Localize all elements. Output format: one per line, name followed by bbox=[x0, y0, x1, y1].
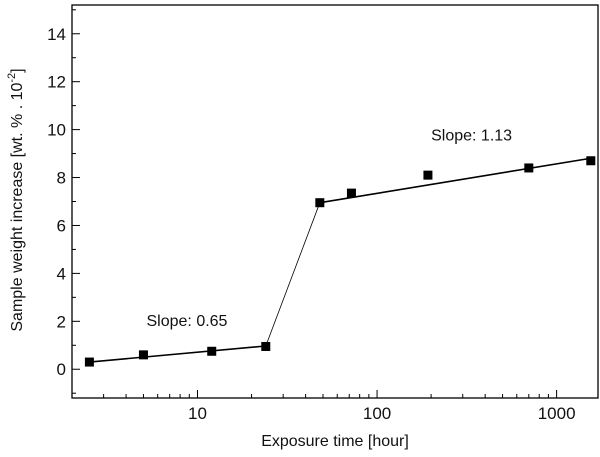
fit-line bbox=[89, 345, 266, 363]
y-axis-ticks: 0 2 4 6 8 10 12 14 bbox=[47, 9, 80, 394]
plot-frame bbox=[71, 4, 599, 399]
slope-annotation: Slope: 0.65 bbox=[147, 313, 228, 330]
y-axis-title-superscript: -2 bbox=[6, 73, 18, 83]
y-axis-title: Sample weight increase [wt. % . 10-2] bbox=[6, 68, 26, 331]
slope-annotation: Slope: 1.13 bbox=[431, 127, 512, 144]
data-point-marker bbox=[423, 170, 433, 180]
y-tick-label: 6 bbox=[57, 216, 66, 235]
data-point-marker bbox=[138, 350, 148, 360]
data-point-marker bbox=[524, 163, 534, 173]
y-tick-label: 8 bbox=[57, 169, 66, 188]
y-axis-title-main: Sample weight increase [wt. % . 10 bbox=[9, 83, 26, 332]
transition-line bbox=[265, 202, 321, 347]
y-tick-label: 4 bbox=[57, 264, 66, 283]
data-markers bbox=[84, 156, 596, 367]
y-tick-label: 10 bbox=[47, 121, 66, 140]
y-tick-label: 14 bbox=[47, 25, 66, 44]
x-tick-label: 100 bbox=[363, 404, 391, 423]
x-tick-label: 1000 bbox=[538, 404, 576, 423]
fit-lines bbox=[89, 157, 594, 363]
y-tick-label: 12 bbox=[47, 73, 66, 92]
x-tick-label: 10 bbox=[188, 404, 207, 423]
y-axis-title-close: ] bbox=[9, 68, 26, 72]
y-tick-label: 0 bbox=[57, 360, 66, 379]
x-axis-ticks: 10 100 1000 bbox=[71, 390, 576, 423]
data-point-marker bbox=[84, 357, 94, 367]
data-point-marker bbox=[207, 346, 217, 356]
annotations: Slope: 0.65 Slope: 1.13 bbox=[147, 127, 513, 330]
y-tick-label: 2 bbox=[57, 312, 66, 331]
data-point-marker bbox=[346, 188, 356, 198]
data-point-marker bbox=[261, 341, 271, 351]
fit-line bbox=[319, 157, 594, 204]
x-axis-title: Exposure time [hour] bbox=[261, 433, 409, 450]
data-point-marker bbox=[586, 156, 596, 166]
data-point-marker bbox=[315, 198, 325, 208]
